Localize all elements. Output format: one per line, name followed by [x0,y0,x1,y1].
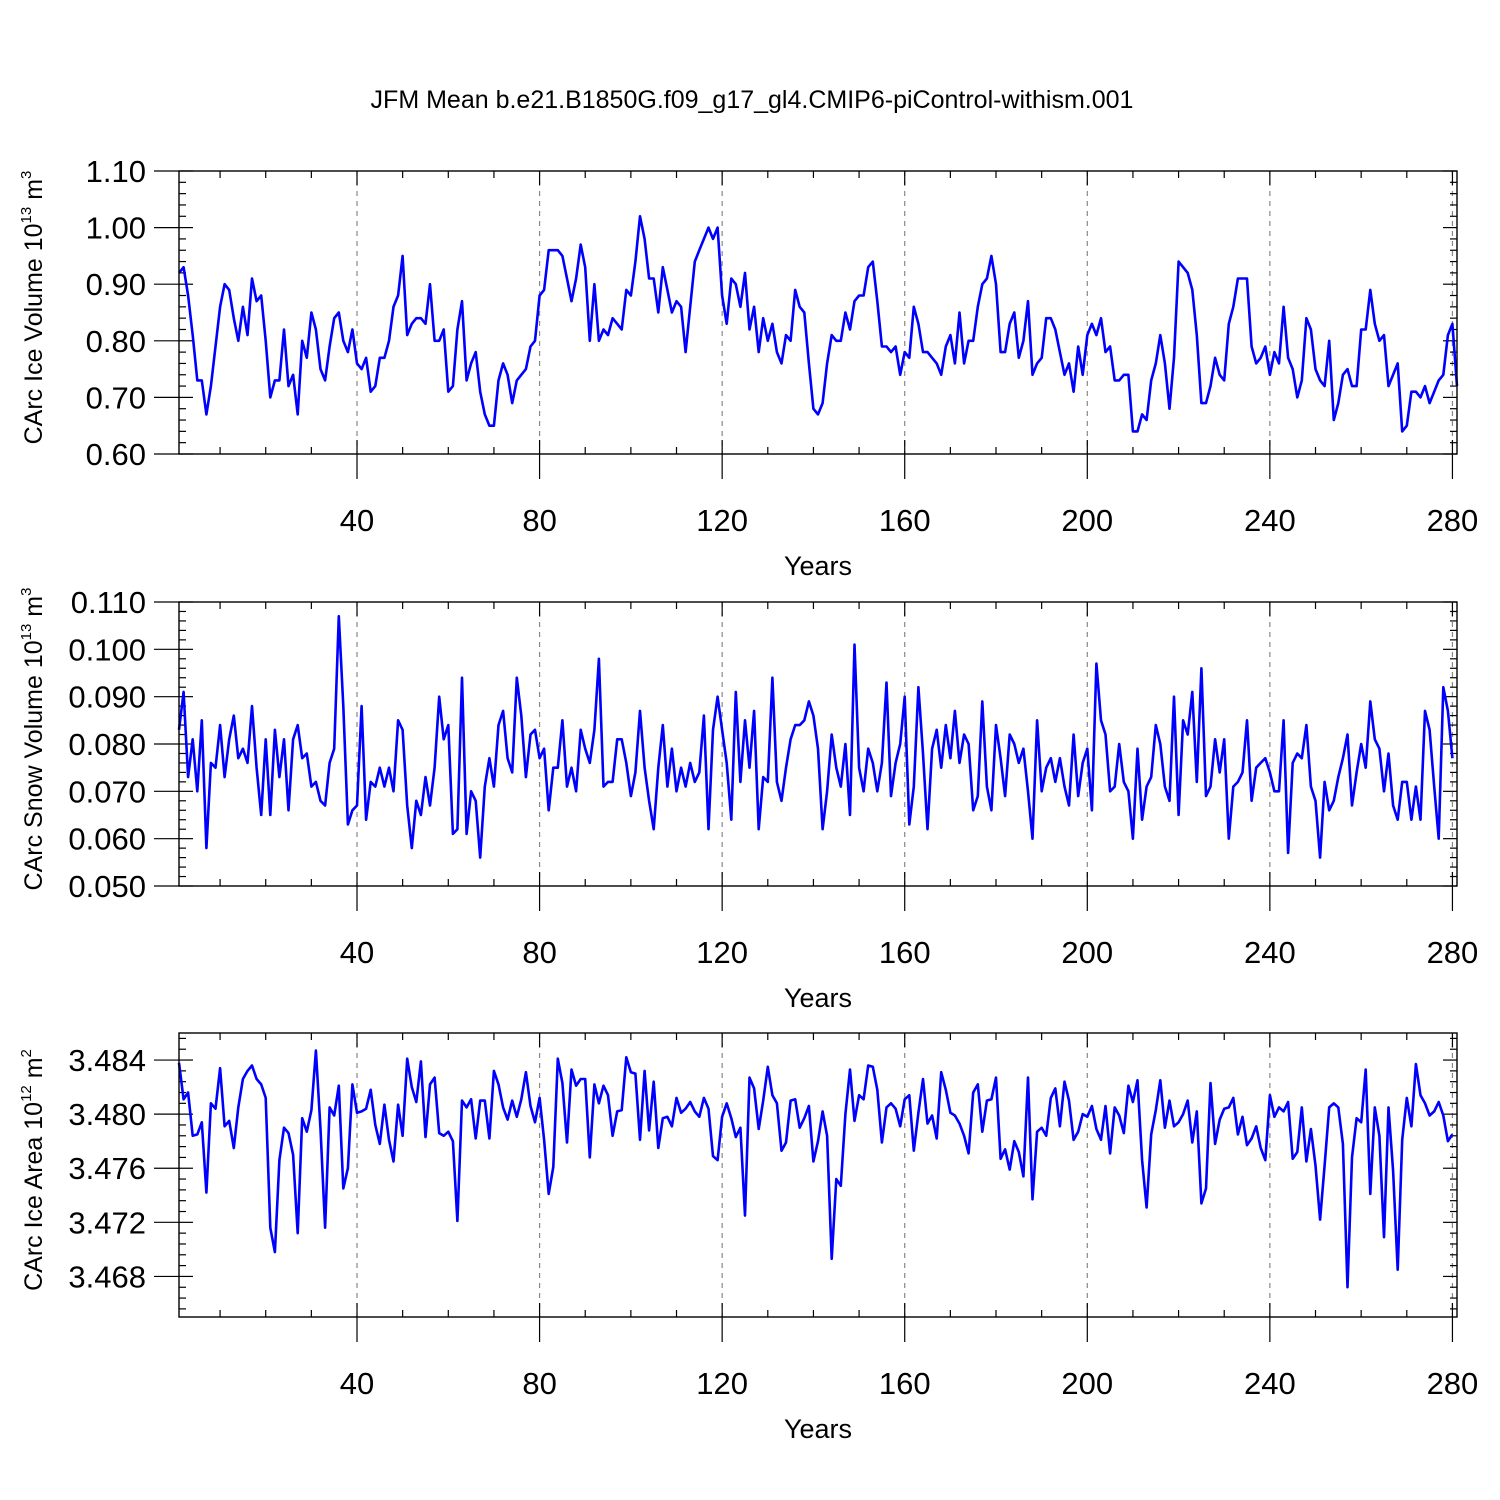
y-tick-label: 0.060 [68,822,146,857]
x-axis-label: Years [784,1414,852,1444]
y-tick-label: 0.050 [68,869,146,904]
y-axis-label: CArc Ice Area 1012 m2 [18,1049,48,1291]
y-tick-label: 3.480 [68,1097,146,1132]
x-tick-label: 120 [696,935,748,970]
panel-snow-volume: 0.050 0.060 0.070 0.080 0.090 0.100 0.110 40 80 1… [18,585,1478,1013]
y-tick-label: 0.90 [86,267,146,302]
x-tick-label: 200 [1061,503,1113,538]
y-axis-label-unit-exponent: 3 [18,171,35,179]
x-axis-label: Years [784,551,852,581]
figure-title: JFM Mean b.e21.B1850G.f09_g17_gl4.CMIP6-… [371,86,1134,114]
y-tick-label: 0.070 [68,774,146,809]
y-tick-label: 3.476 [68,1151,146,1186]
y-axis-label: CArc Ice Volume 1013 m3 [18,171,48,445]
y-axis-label-exponent: 13 [18,624,35,641]
y-axis-label-unit: m [20,179,48,207]
x-tick-label: 200 [1061,935,1113,970]
x-tick-label: 40 [340,1366,374,1401]
y-tick-label: 0.090 [68,680,146,715]
x-tick-label: 280 [1427,1366,1479,1401]
y-axis-label: CArc Snow Volume 1013 m3 [18,588,48,891]
x-tick-label: 160 [879,503,931,538]
x-tick-label: 240 [1244,1366,1296,1401]
y-tick-label: 3.484 [68,1043,146,1078]
panel-ice-area: 3.468 3.472 3.476 3.480 3.484 40 80 120 160 200 24… [18,1032,1479,1444]
x-tick-label: 200 [1061,1366,1113,1401]
y-axis-label-unit-exponent: 2 [18,1049,35,1057]
x-tick-label: 80 [522,503,556,538]
x-tick-label: 160 [879,1366,931,1401]
x-tick-label: 240 [1244,503,1296,538]
data-series-line [177,215,1459,433]
y-axis-label-unit-exponent: 3 [18,588,35,596]
x-tick-label: 80 [522,935,556,970]
y-axis-label-text: CArc Snow Volume 10 [20,640,48,890]
y-tick-label: 0.60 [86,437,146,472]
y-axis-label-exponent: 13 [18,207,35,224]
y-tick-label: 0.080 [68,727,146,762]
y-axis-label-unit: m [20,596,48,624]
y-axis-label-unit: m [20,1057,48,1085]
y-axis-label-text: CArc Ice Area 10 [20,1102,48,1291]
y-tick-label: 3.472 [68,1205,146,1240]
x-tick-label: 80 [522,1366,556,1401]
y-tick-label: 3.468 [68,1259,146,1294]
x-axis-label: Years [784,983,852,1013]
panel-ice-volume: 0.60 0.70 0.80 0.90 1.00 1.10 40 80 120 160 200 240… [18,154,1478,581]
y-tick-label: 1.10 [86,154,146,189]
x-tick-label: 120 [696,1366,748,1401]
x-tick-label: 40 [340,503,374,538]
plot-frame [178,601,1458,887]
y-tick-label: 0.110 [71,585,146,620]
x-tick-label: 40 [340,935,374,970]
data-series-line [177,614,1454,859]
y-axis-label-exponent: 12 [18,1085,35,1102]
data-series-line [177,1049,1454,1289]
y-tick-label: 0.70 [86,380,146,415]
x-tick-label: 280 [1427,503,1479,538]
plot-frame [178,1032,1458,1318]
x-tick-label: 240 [1244,935,1296,970]
x-tick-label: 160 [879,935,931,970]
x-tick-label: 280 [1427,935,1479,970]
y-tick-label: 0.80 [86,324,146,359]
x-tick-label: 120 [696,503,748,538]
y-axis-label-text: CArc Ice Volume 10 [20,223,48,444]
y-tick-label: 0.100 [68,632,146,667]
plot-frame [178,170,1458,455]
y-tick-label: 1.00 [86,211,146,246]
